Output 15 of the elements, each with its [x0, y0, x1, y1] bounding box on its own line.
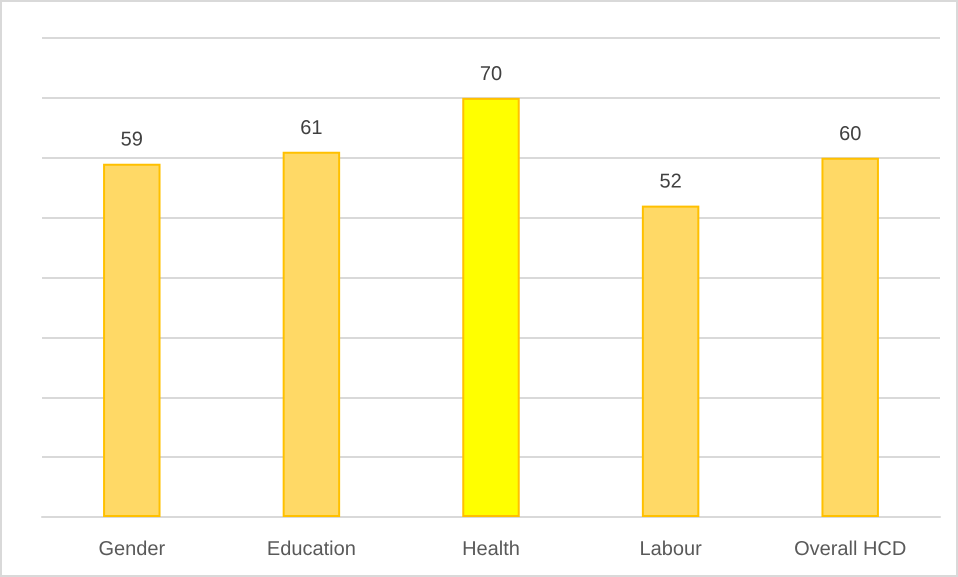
bar [642, 206, 700, 517]
bar [103, 164, 161, 517]
data-label: 60 [839, 122, 862, 145]
bar [821, 158, 879, 517]
x-tick-label: Education [266, 538, 356, 560]
bar [282, 152, 340, 517]
data-label: 61 [300, 116, 323, 139]
x-tick-label: Overall HCD [794, 538, 906, 560]
bar [462, 98, 520, 517]
x-tick-label: Health [462, 538, 520, 560]
x-tick-label: Labour [639, 538, 702, 560]
data-label: 70 [480, 62, 502, 85]
data-label: 52 [659, 170, 682, 193]
data-label: 59 [120, 128, 143, 151]
x-tick-label: Gender [98, 538, 166, 560]
